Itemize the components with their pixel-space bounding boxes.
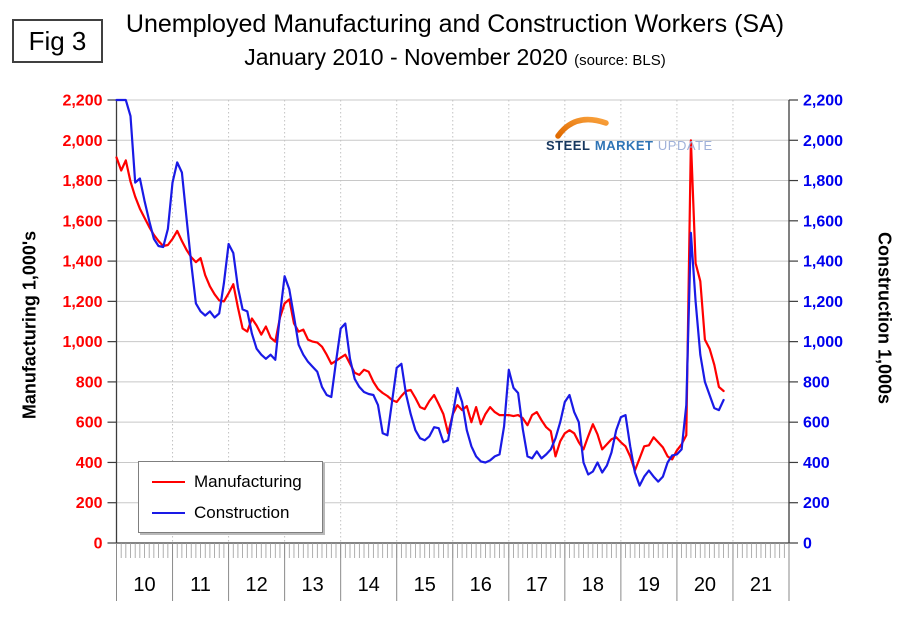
left-y-tick-label: 600 (76, 415, 103, 432)
chart-title-line2: January 2010 - November 2020 (source: BL… (244, 43, 666, 70)
year-tick-label: 11 (190, 574, 211, 596)
left-axis-title: Manufacturing 1,000's (19, 230, 40, 420)
year-tick-label: 14 (358, 574, 380, 596)
year-tick-label: 12 (245, 574, 267, 596)
legend-item-manufacturing: Manufacturing (152, 472, 322, 492)
right-y-tick-label: 1,000 (803, 334, 843, 351)
right-y-tick-label: 400 (803, 455, 830, 472)
legend-label-construction: Construction (194, 502, 290, 522)
left-y-tick-label: 1,800 (62, 173, 102, 190)
right-y-tick-label: 1,600 (803, 213, 843, 230)
construction-line-sample-icon (152, 511, 185, 514)
year-tick-label: 20 (694, 574, 716, 596)
chart-title-source: (source: BLS) (574, 51, 666, 69)
year-tick-label: 21 (750, 574, 772, 596)
right-axis-title: Construction 1,000s (874, 231, 895, 405)
left-y-tick-label: 200 (76, 495, 103, 512)
legend-item-construction: Construction (152, 503, 322, 523)
year-tick-label: 19 (638, 574, 660, 596)
year-tick-label: 13 (302, 574, 324, 596)
chart-legend: Manufacturing Construction (138, 461, 323, 533)
left-y-tick-label: 1,200 (62, 294, 102, 311)
chart-title-line1: Unemployed Manufacturing and Constructio… (125, 10, 785, 38)
chart-title: Unemployed Manufacturing and Constructio… (0, 10, 910, 71)
left-y-tick-label: 1,000 (62, 334, 102, 351)
year-tick-label: 17 (526, 574, 548, 596)
left-y-tick-label: 800 (76, 374, 103, 391)
right-y-tick-label: 1,800 (803, 173, 843, 190)
left-y-tick-label: 2,200 (62, 93, 102, 110)
right-y-tick-label: 800 (803, 374, 830, 391)
manufacturing-line-sample-icon (152, 480, 185, 483)
right-y-tick-label: 0 (803, 536, 812, 553)
steel-market-update-logo: STEEL MARKET UPDATE (546, 137, 713, 155)
right-y-tick-label: 1,400 (803, 254, 843, 271)
right-y-tick-label: 1,200 (803, 294, 843, 311)
right-y-tick-label: 600 (803, 415, 830, 432)
figure-number-box: Fig 3 (12, 19, 103, 63)
left-y-tick-label: 0 (94, 536, 103, 553)
year-tick-label: 18 (582, 574, 604, 596)
legend-label-manufacturing: Manufacturing (194, 471, 302, 491)
left-y-tick-label: 2,000 (62, 133, 102, 150)
series-line-manufacturing (115, 139, 725, 472)
left-y-tick-label: 1,400 (62, 254, 102, 271)
logo-word-steel: STEEL (546, 138, 591, 153)
series-line-construction (115, 98, 725, 487)
logo-word-market: MARKET (594, 138, 654, 153)
figure-number-label: Fig 3 (28, 25, 87, 56)
right-y-tick-label: 2,000 (803, 133, 843, 150)
logo-word-update: UPDATE (657, 138, 713, 153)
left-y-tick-label: 1,600 (62, 213, 102, 230)
year-tick-label: 16 (470, 574, 492, 596)
right-y-tick-label: 200 (803, 495, 830, 512)
year-tick-label: 10 (133, 574, 155, 596)
right-y-tick-label: 2,200 (803, 93, 843, 110)
logo-swoosh-icon (555, 116, 609, 139)
year-tick-label: 15 (414, 574, 436, 596)
left-y-tick-label: 400 (76, 455, 103, 472)
